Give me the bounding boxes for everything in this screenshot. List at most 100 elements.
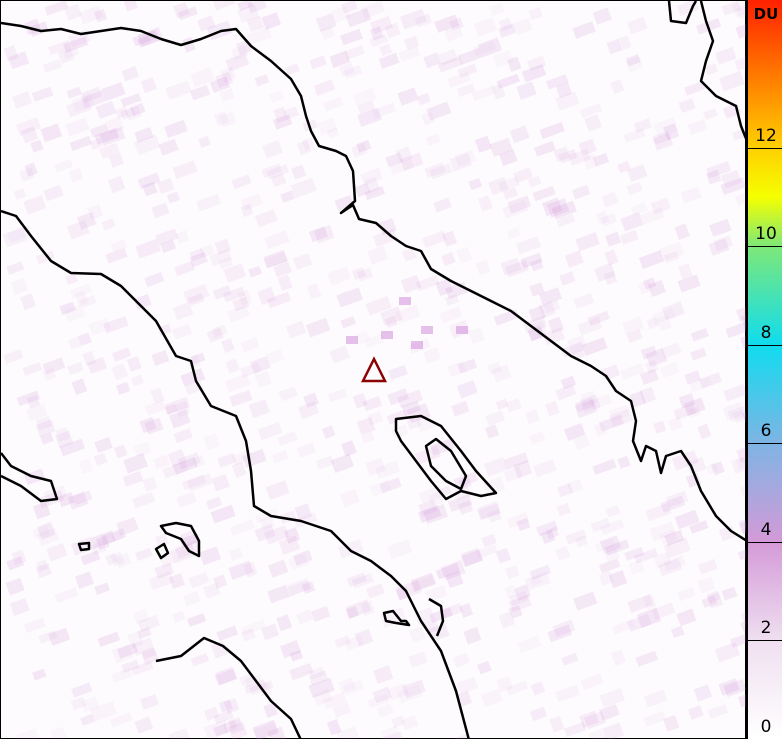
so2-pixel <box>35 415 53 431</box>
so2-pixel <box>189 84 211 101</box>
so2-pixel <box>199 546 222 566</box>
so2-pixel <box>448 319 470 339</box>
so2-pixel <box>460 549 484 567</box>
so2-pixel <box>491 364 512 383</box>
so2-pixel <box>502 187 518 200</box>
so2-pixel <box>447 360 467 377</box>
so2-pixel <box>172 611 186 623</box>
so2-pixel <box>575 232 600 252</box>
so2-pixel <box>105 247 128 264</box>
so2-pixel <box>477 660 492 675</box>
so2-pixel <box>425 585 448 603</box>
so2-pixel <box>115 381 131 395</box>
so2-pixel <box>433 197 452 213</box>
so2-pixel <box>315 455 335 470</box>
so2-pixel <box>82 350 97 367</box>
so2-pixel <box>438 48 459 66</box>
so2-pixel <box>108 152 125 168</box>
so2-pixel <box>473 17 498 37</box>
so2-pixel <box>303 392 319 408</box>
colorbar-tick-line <box>748 640 782 642</box>
so2-pixel <box>87 357 108 374</box>
so2-pixel <box>592 458 617 475</box>
so2-pixel <box>173 1 190 19</box>
so2-pixel <box>668 416 684 432</box>
so2-pixel <box>354 330 371 345</box>
so2-pixel <box>720 169 742 189</box>
so2-pixel <box>540 529 556 545</box>
so2-pixel <box>443 24 464 42</box>
so2-pixel <box>222 286 246 303</box>
so2-pixel <box>385 152 404 168</box>
so2-pixel <box>244 673 263 688</box>
so2-pixel <box>59 301 76 316</box>
so2-pixel <box>381 725 402 739</box>
so2-pixel <box>429 163 453 180</box>
so2-pixel <box>215 71 234 88</box>
so2-pixel <box>621 316 645 335</box>
so2-pixel <box>456 326 468 334</box>
so2-pixel <box>706 590 721 603</box>
so2-pixel <box>30 139 44 153</box>
so2-pixel <box>561 652 579 666</box>
so2-pixel <box>404 35 420 51</box>
so2-pixel <box>475 544 498 559</box>
so2-pixel <box>154 562 175 579</box>
so2-pixel <box>723 384 747 402</box>
so2-pixel <box>538 301 557 319</box>
colorbar-tick-label: 4 <box>760 519 772 540</box>
so2-pixel <box>22 362 42 376</box>
so2-pixel <box>588 727 608 739</box>
so2-pixel <box>71 536 96 556</box>
so2-pixel <box>687 119 708 135</box>
so2-pixel <box>468 177 483 191</box>
so2-pixel <box>126 355 142 372</box>
so2-pixel <box>305 317 331 338</box>
so2-pixel <box>342 679 364 696</box>
so2-pixel <box>71 92 95 113</box>
so2-pixel <box>658 558 683 577</box>
so2-pixel <box>488 176 509 196</box>
so2-pixel <box>599 704 620 721</box>
so2-pixel <box>169 543 197 564</box>
so2-pixel <box>643 689 668 708</box>
so2-pixel <box>504 584 518 599</box>
so2-pixel <box>401 274 422 294</box>
so2-pixel <box>484 424 500 439</box>
so2-pixel <box>594 538 616 553</box>
so2-pixel <box>229 389 253 407</box>
so2-pixel <box>707 704 729 719</box>
so2-pixel <box>123 0 138 12</box>
so2-pixel <box>130 374 145 387</box>
so2-pixel <box>727 404 752 423</box>
colorbar: DU 0 2 4 6 8 10 12 <box>746 0 782 739</box>
so2-pixel <box>263 251 289 269</box>
so2-pixel <box>442 230 458 247</box>
so2-pixel <box>626 613 652 632</box>
so2-pixel <box>559 271 576 286</box>
so2-pixel <box>478 37 503 58</box>
so2-pixel <box>617 455 631 469</box>
so2-pixel <box>507 56 522 72</box>
so2-pixel <box>732 409 746 424</box>
so2-pixel <box>110 551 125 567</box>
so2-pixel <box>276 614 293 632</box>
so2-pixel <box>261 163 283 179</box>
so2-pixel <box>587 310 610 326</box>
so2-pixel <box>210 76 231 93</box>
so2-pixel <box>574 397 595 413</box>
so2-pixel <box>43 184 64 202</box>
so2-pixel <box>40 432 54 445</box>
so2-pixel <box>505 259 530 278</box>
so2-pixel <box>231 174 252 190</box>
so2-pixel <box>555 91 580 111</box>
so2-pixel <box>605 504 621 518</box>
so2-pixel <box>72 490 93 506</box>
so2-pixel <box>449 152 473 172</box>
so2-pixel <box>527 325 544 342</box>
so2-pixel <box>504 565 520 580</box>
so2-pixel <box>372 686 392 704</box>
so2-pixel <box>69 283 92 299</box>
colorbar-unit: DU <box>753 5 779 23</box>
